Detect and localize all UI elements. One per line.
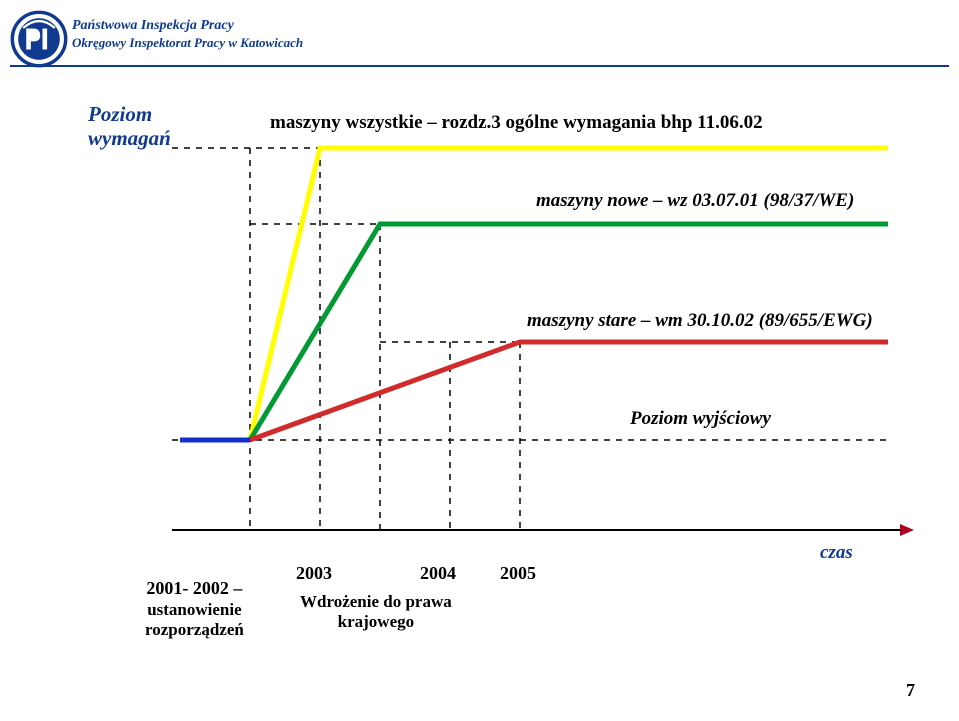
label-red: maszyny stare – wm 30.10.02 (89/655/EWG) (527, 310, 873, 332)
tick-2003: 2003 (296, 563, 332, 584)
x-axis-label: czas (820, 542, 853, 564)
implementation-block: Wdrożenie do prawa krajowego (300, 592, 452, 633)
period-line1: 2001- 2002 – (145, 578, 244, 600)
period-line2: ustanowienie (145, 600, 244, 620)
slide-page: Państwowa Inspekcja Pracy Okręgowy Inspe… (0, 0, 959, 721)
impl-line1: Wdrożenie do prawa (300, 592, 452, 612)
vertical-guides (250, 148, 520, 530)
tick-2005: 2005 (500, 563, 536, 584)
page-number: 7 (906, 680, 915, 701)
series-red (250, 342, 888, 440)
label-green: maszyny nowe – wz 03.07.01 (98/37/WE) (536, 190, 854, 212)
label-yellow: maszyny wszystkie – rozdz.3 ogólne wymag… (270, 112, 763, 134)
axes (172, 524, 914, 536)
period-line3: rozporządzeń (145, 620, 244, 640)
impl-line2: krajowego (300, 612, 452, 632)
label-baseline: Poziom wyjściowy (630, 408, 771, 430)
period-block: 2001- 2002 – ustanowienie rozporządzeń (145, 578, 244, 640)
tick-2004: 2004 (420, 563, 456, 584)
requirements-chart (0, 0, 959, 721)
